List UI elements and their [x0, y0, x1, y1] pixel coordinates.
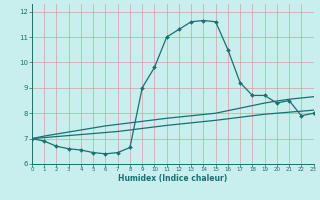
X-axis label: Humidex (Indice chaleur): Humidex (Indice chaleur): [118, 174, 228, 183]
